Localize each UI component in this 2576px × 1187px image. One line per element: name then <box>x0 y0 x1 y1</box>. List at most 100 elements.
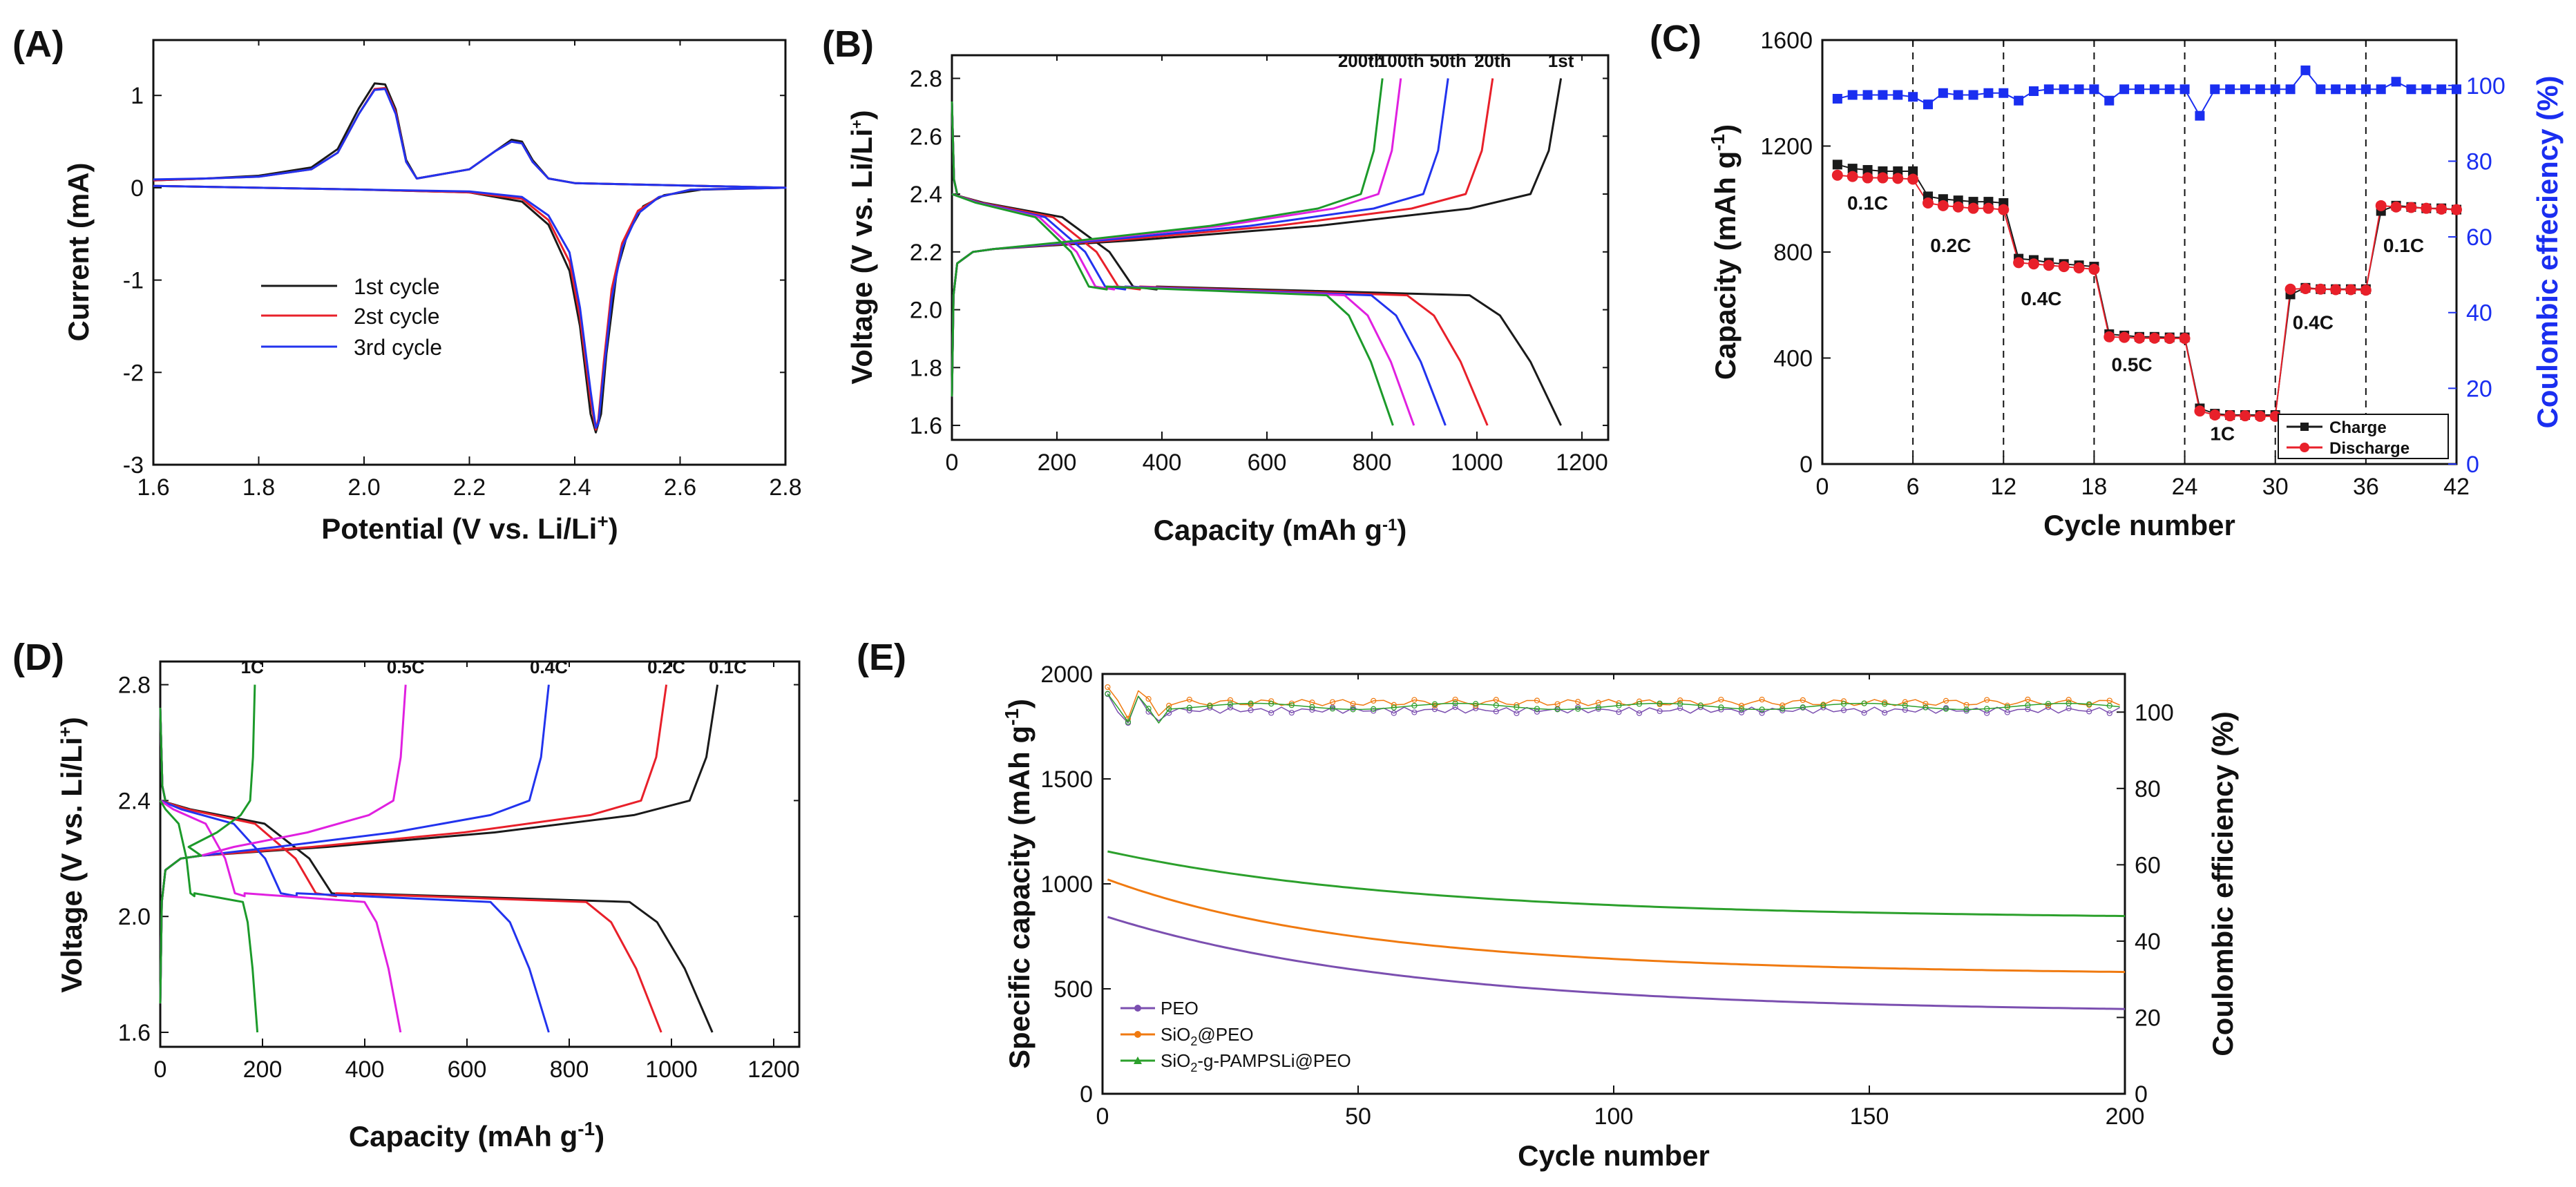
discharge-point <box>1952 201 1964 213</box>
efficiency-point-SiO2-g-PAMPSLi-PEO <box>1186 704 1192 711</box>
x-tick-label: 18 <box>2081 474 2108 500</box>
panel-d-ylabel: Voltage (V vs. Li/Li+) <box>55 717 88 992</box>
panel-c-xlabel: Cycle number <box>2043 509 2235 541</box>
panel-e-frame <box>1101 673 2126 1095</box>
right-tick-label: 60 <box>2135 852 2161 878</box>
panel-b-letter: (B) <box>822 23 874 65</box>
right-tick-label: 20 <box>2466 376 2492 402</box>
legend-marker-discharge <box>2300 443 2309 452</box>
panel-a-ylabel: Current (mA) <box>62 163 95 342</box>
efficiency-point <box>2285 84 2296 95</box>
x-tick-label: 30 <box>2262 474 2289 500</box>
y-tick-label: 0 <box>131 175 144 202</box>
efficiency-point-SiO2-PEO <box>2025 696 2031 703</box>
efficiency-point-SiO2-g-PAMPSLi-PEO <box>2025 702 2031 708</box>
y-tick-label: -2 <box>123 360 144 386</box>
discharge-point <box>2300 282 2311 294</box>
cv-curve-3rd-cycle <box>153 88 787 429</box>
y-tick-label: 1.8 <box>910 355 942 381</box>
efficiency-point <box>2164 84 2175 95</box>
discharge-point <box>1923 197 1934 209</box>
efficiency-point-PEO <box>1248 707 1254 713</box>
efficiency-point <box>1847 90 1858 100</box>
efficiency-point-SiO2-PEO <box>1943 697 1949 704</box>
efficiency-point-SiO2-g-PAMPSLi-PEO <box>2045 701 2052 707</box>
charge-point <box>1908 166 1918 176</box>
panel-b-xlabel: Capacity (mAh g-1) <box>1154 514 1407 546</box>
right-tick-label: 0 <box>2135 1081 2148 1108</box>
efficiency-point <box>2089 84 2099 95</box>
charge-curve-1C <box>159 684 256 1004</box>
curve-label: 50th <box>1429 50 1466 71</box>
efficiency-point <box>1832 93 1842 104</box>
x-tick-label: 100 <box>1594 1103 1634 1130</box>
efficiency-point-SiO2-PEO <box>1984 697 1990 703</box>
efficiency-point-SiO2-g-PAMPSLi-PEO <box>1391 704 1397 711</box>
efficiency-point-PEO <box>1575 704 1581 711</box>
efficiency-point <box>2406 84 2416 95</box>
right-tick-label: 100 <box>2135 699 2174 726</box>
x-tick-label: 1.6 <box>137 474 169 501</box>
x-tick-label: 150 <box>1850 1103 1889 1130</box>
efficiency-point-PEO <box>2025 706 2031 713</box>
panel-a-xlabel: Potential (V vs. Li/Li+) <box>321 510 618 545</box>
efficiency-point-SiO2-PEO <box>1493 697 1499 703</box>
initial-spike-200th <box>951 101 959 195</box>
efficiency-point-SiO2-PEO <box>1554 701 1561 707</box>
efficiency-point-SiO2-PEO <box>1923 701 1929 707</box>
legend-label-peo: PEO <box>1161 998 1199 1019</box>
rate-label: 0.5C <box>2111 354 2152 376</box>
efficiency-point-PEO <box>1268 710 1275 716</box>
panel-a-x-ticks: 1.6 1.8 2.0 2.2 2.4 2.6 2.8 <box>137 40 802 501</box>
y-tick-label: 2.2 <box>910 240 942 266</box>
efficiency-point-SiO2-PEO <box>1780 702 1786 708</box>
discharge-point <box>2254 410 2266 422</box>
discharge-curve-0.5C <box>160 800 402 1033</box>
charge-curve-1st <box>951 78 1563 397</box>
efficiency-point <box>2391 77 2401 87</box>
x-tick-label: 600 <box>1248 450 1287 476</box>
y-tick-label: 1200 <box>1760 134 1813 160</box>
discharge-point <box>2436 203 2448 215</box>
efficiency-point-SiO2-PEO <box>1759 697 1765 703</box>
y-tick-label: 1600 <box>1760 28 1813 54</box>
efficiency-point-PEO <box>1738 709 1745 715</box>
efficiency-point-SiO2-g-PAMPSLi-PEO <box>1697 702 1704 708</box>
legend-marker-sio2-peo <box>1134 1031 1141 1038</box>
curve-label: 1C <box>241 657 264 677</box>
efficiency-point-PEO <box>1595 706 1601 712</box>
efficiency-point-SiO2-g-PAMPSLi-PEO <box>1329 706 1336 712</box>
discharge-point <box>2405 202 2417 213</box>
panel-c-right-y-ticks: 0 20 40 60 80 100 <box>2448 73 2506 478</box>
legend-label-discharge: Discharge <box>2329 439 2410 458</box>
right-tick-label: 0 <box>2466 452 2479 478</box>
x-tick-label: 1000 <box>1451 450 1503 476</box>
efficiency-curve-SiO2-g-PAMPSLi-PEO <box>1107 693 2120 724</box>
panel-b-ylabel: Voltage (V vs. Li/Li+) <box>846 110 878 384</box>
efficiency-point-SiO2-g-PAMPSLi-PEO <box>1575 706 1581 712</box>
efficiency-point-SiO2-g-PAMPSLi-PEO <box>1800 704 1806 711</box>
efficiency-point <box>2255 84 2265 95</box>
y-tick-label: 2.0 <box>910 298 942 324</box>
x-tick-label: 200 <box>243 1056 283 1083</box>
x-tick-label: 0 <box>946 450 959 476</box>
efficiency-point-SiO2-PEO <box>1350 701 1356 707</box>
discharge-point <box>2058 261 2070 273</box>
y-tick-label: 800 <box>1773 240 1813 266</box>
discharge-point <box>1983 202 1994 214</box>
y-tick-label: 0 <box>1800 452 1813 478</box>
efficiency-point <box>2029 86 2039 97</box>
y-tick-label: 1000 <box>1040 871 1093 898</box>
efficiency-point-SiO2-g-PAMPSLi-PEO <box>1371 706 1377 712</box>
efficiency-point <box>2104 95 2115 106</box>
curve-label: 1st <box>1548 50 1574 71</box>
curve-label: 0.2C <box>647 657 685 677</box>
efficiency-point-SiO2-g-PAMPSLi-PEO <box>1452 700 1458 706</box>
efficiency-point-PEO <box>1882 710 1888 716</box>
efficiency-point-SiO2-g-PAMPSLi-PEO <box>1207 703 1213 709</box>
panel-e-letter: (E) <box>857 637 906 678</box>
efficiency-point-SiO2-PEO <box>1288 700 1295 706</box>
efficiency-point-SiO2-PEO <box>1800 697 1806 703</box>
legend-label-sio2-g-pampsli-peo: SiO2-g-PAMPSLi@PEO <box>1161 1050 1351 1074</box>
panel-d-annotations: 1C 0.5C 0.4C 0.2C 0.1C <box>241 657 747 677</box>
